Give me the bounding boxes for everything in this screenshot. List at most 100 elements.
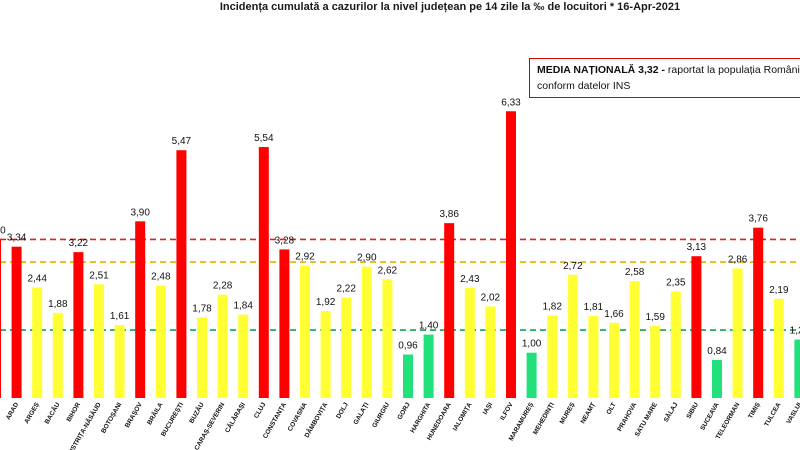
value-label-31: 2,58 (625, 267, 645, 278)
value-label-4: 3,22 (69, 238, 89, 249)
bar-6 (114, 325, 125, 398)
value-label-9: 5,47 (172, 136, 192, 147)
bar-11 (217, 294, 228, 398)
bar-18 (361, 266, 372, 398)
value-label-23: 2,43 (460, 274, 480, 285)
national-average-headline: MEDIA NAȚIONALĂ 3,32 - (537, 64, 665, 76)
bar-7 (135, 221, 146, 398)
bar-30 (609, 322, 619, 398)
value-label-22: 3,86 (439, 209, 459, 220)
bar-5 (94, 284, 104, 398)
bar-20 (403, 354, 413, 398)
category-label-6: BOTOȘANI (100, 401, 123, 434)
category-label-15: COVASNA (287, 401, 309, 432)
category-label-33: SĂLAJ (661, 400, 680, 423)
bar-10 (197, 317, 207, 398)
category-label-34: SIBIU (685, 401, 700, 420)
category-label-39: VASLUI (785, 401, 800, 425)
value-label-30: 1,66 (604, 309, 624, 320)
bar-27 (547, 315, 558, 398)
value-label-19: 2,62 (378, 265, 398, 276)
bar-0 (0, 239, 1, 398)
category-label-5: BISTRIȚA-NĂSĂUD (65, 400, 103, 450)
value-label-5: 2,51 (89, 270, 109, 281)
value-label-6: 1,61 (110, 311, 130, 322)
value-label-10: 1,78 (192, 303, 212, 314)
bar-28 (567, 274, 578, 398)
value-label-11: 2,28 (213, 281, 233, 292)
category-label-32: SATU MARE (634, 401, 659, 438)
category-label-28: MUREȘ (559, 401, 577, 425)
bar-17 (341, 297, 352, 398)
value-label-20: 0,96 (398, 341, 418, 352)
bar-9 (176, 150, 187, 398)
category-label-13: CLUJ (253, 401, 268, 420)
value-label-39: 1,29 (790, 326, 800, 337)
bar-19 (382, 279, 393, 398)
bar-1 (11, 246, 22, 398)
bar-26 (526, 352, 537, 398)
bar-37 (753, 227, 764, 398)
value-label-0: 3,50 (0, 225, 6, 236)
value-label-24: 2,02 (481, 292, 501, 303)
value-label-1: 3,34 (7, 233, 27, 244)
bar-21 (423, 334, 434, 398)
bar-22 (444, 223, 455, 398)
bar-2 (32, 287, 43, 398)
value-label-18: 2,90 (357, 253, 377, 264)
value-label-36: 2,86 (728, 254, 748, 265)
category-label-31: PRAHOVA (616, 401, 638, 432)
chart-title: Incidența cumulată a cazurilor la nivel … (219, 1, 681, 13)
category-label-29: NEAMȚ (580, 401, 598, 425)
bar-32 (650, 325, 661, 398)
bar-34 (691, 256, 702, 398)
category-label-37: TIMIȘ (747, 401, 762, 420)
bar-23 (464, 287, 475, 398)
value-label-3: 1,88 (48, 299, 68, 310)
value-label-38: 2,19 (769, 285, 789, 296)
value-label-35: 0,84 (707, 346, 727, 357)
bar-36 (732, 268, 743, 398)
category-label-4: BIHOR (66, 401, 83, 423)
category-label-8: BRĂILA (144, 400, 164, 426)
value-label-2: 2,44 (27, 273, 47, 284)
category-label-21: HARGHITA (409, 401, 432, 434)
category-label-25: ILFOV (499, 401, 515, 422)
category-label-3: BACĂU (42, 400, 62, 425)
bar-24 (485, 306, 496, 398)
category-label-2: ARGEȘ (23, 401, 41, 425)
bar-33 (670, 291, 681, 398)
national-average-box: MEDIA NAȚIONALĂ 3,32 - raportat la popul… (529, 58, 800, 98)
bar-8 (155, 285, 166, 398)
value-label-32: 1,59 (645, 312, 665, 323)
bar-4 (73, 252, 84, 398)
value-label-15: 2,92 (295, 252, 315, 263)
category-label-20: GORJ (396, 401, 411, 421)
category-label-38: TULCEA (763, 401, 782, 428)
value-label-27: 1,82 (542, 302, 562, 313)
bar-38 (773, 298, 784, 398)
category-label-24: IAȘI (482, 401, 494, 416)
bar-13 (258, 147, 269, 398)
value-label-29: 1,81 (584, 302, 604, 313)
category-label-17: DOLJ (335, 401, 350, 420)
value-label-17: 2,22 (336, 283, 356, 294)
value-label-37: 3,76 (748, 214, 768, 225)
value-label-33: 2,35 (666, 278, 686, 289)
value-label-26: 1,00 (522, 339, 542, 350)
category-label-7: BRAȘOV (124, 401, 144, 429)
bar-15 (300, 265, 310, 398)
value-label-25: 6,33 (501, 97, 521, 108)
bar-16 (320, 311, 331, 398)
value-label-16: 1,92 (316, 297, 336, 308)
category-label-10: BUZĂU (187, 400, 206, 424)
category-label-18: GALAȚI (352, 401, 370, 426)
value-label-28: 2,72 (563, 261, 583, 272)
bar-3 (52, 312, 63, 398)
category-label-23: IALOMIȚA (452, 401, 474, 432)
value-label-14: 3,28 (275, 235, 295, 246)
bar-35 (712, 359, 722, 398)
category-label-19: GIURGIU (371, 401, 391, 429)
bar-25 (506, 111, 516, 398)
